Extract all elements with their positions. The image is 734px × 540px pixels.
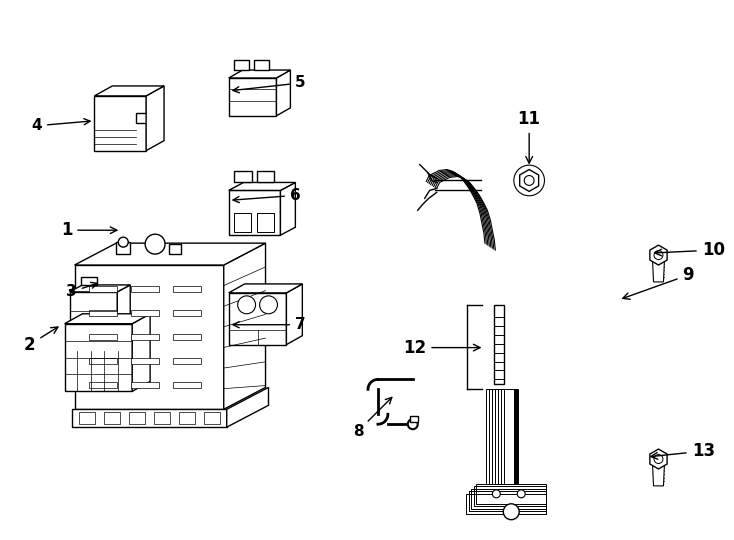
Circle shape — [514, 165, 545, 196]
Polygon shape — [229, 284, 302, 293]
Polygon shape — [277, 70, 291, 116]
Polygon shape — [70, 292, 117, 323]
Polygon shape — [90, 334, 117, 340]
Polygon shape — [90, 358, 117, 364]
Circle shape — [118, 237, 128, 247]
Text: 11: 11 — [517, 110, 541, 163]
Polygon shape — [229, 183, 295, 191]
Polygon shape — [650, 245, 667, 265]
Polygon shape — [280, 183, 295, 235]
Polygon shape — [65, 314, 150, 323]
Circle shape — [654, 251, 663, 260]
Polygon shape — [116, 242, 130, 254]
Text: 6: 6 — [233, 188, 301, 203]
Polygon shape — [233, 171, 252, 183]
Polygon shape — [257, 213, 275, 232]
Polygon shape — [169, 244, 181, 254]
Polygon shape — [131, 334, 159, 340]
Circle shape — [493, 490, 501, 498]
Polygon shape — [204, 412, 219, 424]
Text: 10: 10 — [655, 241, 724, 259]
Polygon shape — [71, 409, 227, 427]
Polygon shape — [233, 213, 250, 232]
Polygon shape — [224, 243, 266, 409]
Polygon shape — [257, 171, 275, 183]
Polygon shape — [131, 382, 159, 388]
Polygon shape — [173, 334, 201, 340]
Polygon shape — [81, 277, 98, 285]
Polygon shape — [70, 285, 130, 292]
Text: 13: 13 — [651, 442, 715, 460]
Polygon shape — [229, 70, 291, 78]
Polygon shape — [131, 310, 159, 316]
Polygon shape — [90, 286, 117, 292]
Polygon shape — [95, 96, 146, 151]
Circle shape — [654, 455, 663, 463]
Polygon shape — [494, 305, 504, 384]
Polygon shape — [229, 293, 286, 345]
Polygon shape — [229, 78, 277, 116]
Circle shape — [408, 419, 418, 429]
Text: 9: 9 — [622, 266, 694, 299]
Text: 1: 1 — [61, 221, 117, 239]
Polygon shape — [229, 191, 280, 235]
Circle shape — [145, 234, 165, 254]
Text: 5: 5 — [233, 76, 305, 93]
Polygon shape — [131, 286, 159, 292]
Polygon shape — [79, 412, 95, 424]
Polygon shape — [173, 286, 201, 292]
Polygon shape — [520, 170, 539, 191]
Polygon shape — [410, 416, 418, 422]
Text: 8: 8 — [353, 397, 392, 438]
Polygon shape — [173, 310, 201, 316]
Polygon shape — [90, 310, 117, 316]
Polygon shape — [117, 285, 130, 323]
Polygon shape — [65, 323, 132, 392]
Polygon shape — [146, 86, 164, 151]
Polygon shape — [653, 464, 664, 486]
Polygon shape — [75, 265, 224, 409]
Polygon shape — [75, 243, 266, 265]
Polygon shape — [233, 60, 249, 70]
Polygon shape — [154, 412, 170, 424]
Text: 7: 7 — [233, 317, 305, 332]
Circle shape — [524, 176, 534, 185]
Text: 2: 2 — [24, 327, 58, 354]
Circle shape — [517, 490, 526, 498]
Polygon shape — [95, 86, 164, 96]
Polygon shape — [650, 449, 667, 469]
Circle shape — [260, 296, 277, 314]
Polygon shape — [129, 412, 145, 424]
Polygon shape — [286, 284, 302, 345]
Polygon shape — [90, 382, 117, 388]
Polygon shape — [132, 314, 150, 391]
Polygon shape — [253, 60, 269, 70]
Circle shape — [238, 296, 255, 314]
Polygon shape — [179, 412, 195, 424]
Polygon shape — [173, 358, 201, 364]
Text: 12: 12 — [403, 339, 480, 356]
Polygon shape — [173, 382, 201, 388]
Polygon shape — [227, 387, 269, 427]
Polygon shape — [653, 260, 664, 282]
Text: 3: 3 — [66, 282, 98, 299]
Circle shape — [504, 504, 519, 519]
Text: 4: 4 — [32, 118, 90, 133]
Polygon shape — [104, 412, 120, 424]
Polygon shape — [131, 358, 159, 364]
